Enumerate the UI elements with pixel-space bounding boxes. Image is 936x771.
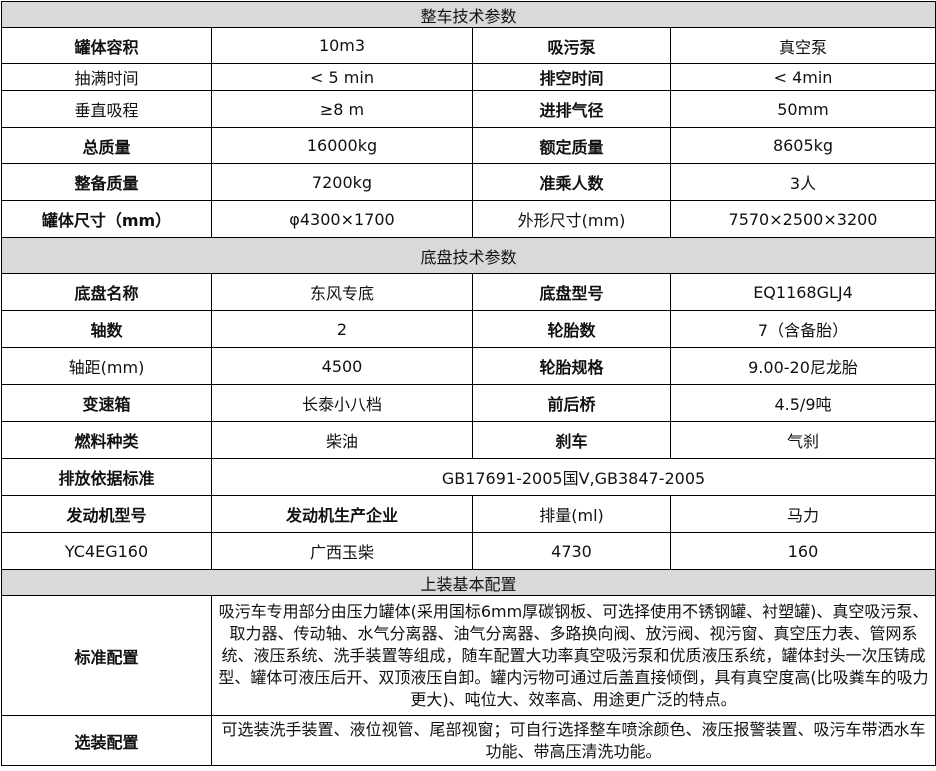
table-row: 抽满时间 < 5 min 排空时间 < 4min xyxy=(1,63,936,91)
param-value: ≥8 m xyxy=(211,90,473,128)
table-row: 轴数 2 轮胎数 7（含备胎） xyxy=(1,310,936,348)
param-value: 真空泵 xyxy=(669,27,936,64)
param-value: 柴油 xyxy=(211,421,473,459)
param-label: 刹车 xyxy=(472,421,671,459)
param-label: 排空时间 xyxy=(472,63,671,91)
optional-config-text: 可选装洗手装置、液位视管、尾部视窗；可自行选择整车喷涂颜色、液压报警装置、吸污车… xyxy=(210,715,936,766)
param-label: 总质量 xyxy=(1,127,212,164)
param-label: 外形尺寸(mm) xyxy=(472,200,671,238)
param-label: 罐体尺寸（mm） xyxy=(1,200,212,238)
param-label: 额定质量 xyxy=(472,127,671,164)
param-label: 底盘型号 xyxy=(472,273,671,311)
param-value: 4.5/9吨 xyxy=(669,384,936,422)
engine-value: YC4EG160 xyxy=(1,532,212,570)
param-value: φ4300×1700 xyxy=(211,200,473,238)
optional-config-label: 选装配置 xyxy=(1,715,212,766)
table-row: 发动机型号 发动机生产企业 排量(ml) 马力 xyxy=(1,495,936,533)
param-value: 2 xyxy=(211,310,473,348)
param-value: 东风专底 xyxy=(211,273,473,311)
param-label: 前后桥 xyxy=(472,384,671,422)
table-row: 选装配置 可选装洗手装置、液位视管、尾部视窗；可自行选择整车喷涂颜色、液压报警装置… xyxy=(1,715,936,766)
param-value: 4500 xyxy=(211,347,473,385)
param-label: 进排气径 xyxy=(472,90,671,128)
param-value: 7（含备胎） xyxy=(669,310,936,348)
engine-value: 160 xyxy=(669,532,936,570)
engine-header: 排量(ml) xyxy=(472,495,671,533)
param-label: 轴数 xyxy=(1,310,212,348)
param-label: 垂直吸程 xyxy=(1,90,212,128)
engine-header: 发动机生产企业 xyxy=(211,495,473,533)
table-row: 燃料种类 柴油 刹车 气刹 xyxy=(1,421,936,459)
param-value: < 5 min xyxy=(211,63,473,91)
param-value: < 4min xyxy=(669,63,936,91)
param-value: 长泰小八档 xyxy=(211,384,473,422)
table-row: 罐体容积 10m3 吸污泵 真空泵 xyxy=(1,27,936,64)
engine-value: 广西玉柴 xyxy=(211,532,473,570)
param-value: 7200kg xyxy=(211,163,473,201)
param-label: 抽满时间 xyxy=(1,63,212,91)
standard-config-label: 标准配置 xyxy=(1,595,212,716)
table-row: 底盘名称 东风专底 底盘型号 EQ1168GLJ4 xyxy=(1,273,936,311)
param-value: 16000kg xyxy=(211,127,473,164)
engine-header: 发动机型号 xyxy=(1,495,212,533)
param-label: 整备质量 xyxy=(1,163,212,201)
emission-label: 排放依据标准 xyxy=(1,458,212,496)
engine-value: 4730 xyxy=(472,532,671,570)
engine-header: 马力 xyxy=(669,495,936,533)
table-row: 罐体尺寸（mm） φ4300×1700 外形尺寸(mm) 7570×2500×3200 xyxy=(1,200,936,238)
section-header-body: 上装基本配置 xyxy=(0,569,936,596)
param-label: 准乘人数 xyxy=(472,163,671,201)
table-row: 标准配置 吸污车专用部分由压力罐体(采用国标6mm厚碳钢板、可选择使用不锈钢罐、衬… xyxy=(1,595,936,716)
param-value: 气刹 xyxy=(669,421,936,459)
param-value: 7570×2500×3200 xyxy=(669,200,936,238)
table-row: 轴距(mm) 4500 轮胎规格 9.00-20尼龙胎 xyxy=(1,347,936,385)
param-label: 轮胎规格 xyxy=(472,347,671,385)
param-value: 3人 xyxy=(669,163,936,201)
param-value: 50mm xyxy=(669,90,936,128)
param-label: 吸污泵 xyxy=(472,27,671,64)
param-value: 10m3 xyxy=(211,27,473,64)
param-value: EQ1168GLJ4 xyxy=(669,273,936,311)
param-label: 底盘名称 xyxy=(1,273,212,311)
table-row: YC4EG160 广西玉柴 4730 160 xyxy=(1,532,936,570)
param-label: 轴距(mm) xyxy=(1,347,212,385)
table-row: 垂直吸程 ≥8 m 进排气径 50mm xyxy=(1,90,936,128)
table-row: 排放依据标准 GB17691-2005国Ⅴ,GB3847-2005 xyxy=(1,458,936,496)
table-row: 上装基本配置 xyxy=(0,569,936,596)
param-label: 变速箱 xyxy=(1,384,212,422)
param-label: 罐体容积 xyxy=(1,27,212,64)
table-row: 整备质量 7200kg 准乘人数 3人 xyxy=(1,163,936,201)
standard-config-text: 吸污车专用部分由压力罐体(采用国标6mm厚碳钢板、可选择使用不锈钢罐、衬塑罐)、… xyxy=(210,595,936,716)
param-value: 8605kg xyxy=(669,127,936,164)
table-row: 变速箱 长泰小八档 前后桥 4.5/9吨 xyxy=(1,384,936,422)
section-header-chassis: 底盘技术参数 xyxy=(0,237,936,274)
param-label: 燃料种类 xyxy=(1,421,212,459)
param-label: 轮胎数 xyxy=(472,310,671,348)
param-value: 9.00-20尼龙胎 xyxy=(669,347,936,385)
section-header-vehicle: 整车技术参数 xyxy=(0,1,936,28)
table-row: 底盘技术参数 xyxy=(0,237,936,274)
emission-value: GB17691-2005国Ⅴ,GB3847-2005 xyxy=(210,458,936,496)
table-row: 总质量 16000kg 额定质量 8605kg xyxy=(1,127,936,164)
